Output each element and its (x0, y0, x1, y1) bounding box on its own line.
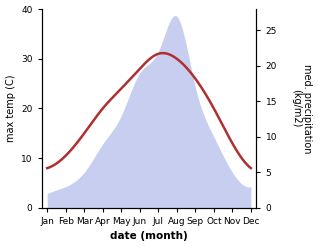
Y-axis label: med. precipitation
(kg/m2): med. precipitation (kg/m2) (291, 64, 313, 153)
Y-axis label: max temp (C): max temp (C) (5, 75, 16, 142)
X-axis label: date (month): date (month) (110, 231, 188, 242)
